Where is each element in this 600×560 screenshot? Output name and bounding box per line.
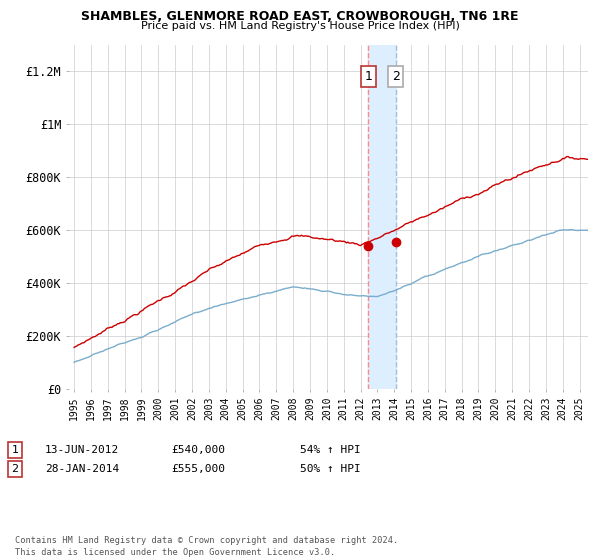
- Text: 54% ↑ HPI: 54% ↑ HPI: [300, 445, 361, 455]
- Text: Contains HM Land Registry data © Crown copyright and database right 2024.
This d: Contains HM Land Registry data © Crown c…: [15, 536, 398, 557]
- Text: 1: 1: [11, 445, 19, 455]
- Text: 50% ↑ HPI: 50% ↑ HPI: [300, 464, 361, 474]
- Bar: [368, 45, 395, 389]
- Text: SHAMBLES, GLENMORE ROAD EAST, CROWBOROUGH, TN6 1RE: SHAMBLES, GLENMORE ROAD EAST, CROWBOROUG…: [81, 10, 519, 23]
- Text: 2: 2: [392, 70, 400, 83]
- Text: 1: 1: [364, 70, 372, 83]
- Text: £540,000: £540,000: [171, 445, 225, 455]
- Text: £555,000: £555,000: [171, 464, 225, 474]
- Text: 2: 2: [11, 464, 19, 474]
- Text: 13-JUN-2012: 13-JUN-2012: [45, 445, 119, 455]
- Text: 28-JAN-2014: 28-JAN-2014: [45, 464, 119, 474]
- Text: Price paid vs. HM Land Registry's House Price Index (HPI): Price paid vs. HM Land Registry's House …: [140, 21, 460, 31]
